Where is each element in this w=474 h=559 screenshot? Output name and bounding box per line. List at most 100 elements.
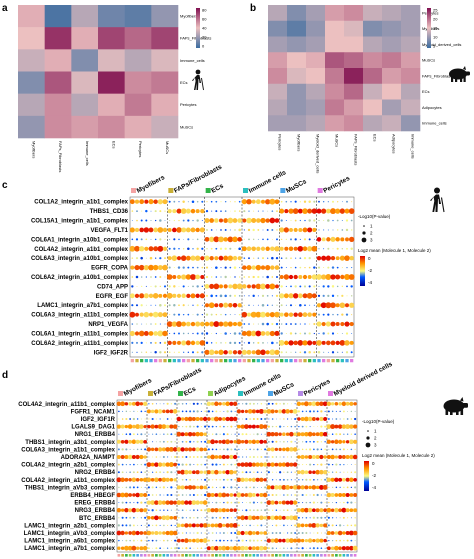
dot [265,331,271,336]
heatmap-cell [18,5,45,28]
dot [178,201,180,203]
dot [306,292,313,299]
dot [191,200,195,203]
dot [292,208,299,214]
dot [232,545,238,551]
dot [271,304,273,306]
dot [339,463,341,466]
dot [135,530,140,536]
interaction-label: COL6A2_integrin_a10b1_complex [31,275,129,281]
dot [223,539,225,542]
dot [178,219,180,222]
dot [296,508,301,513]
dot [178,532,180,534]
dot [293,246,298,251]
dot [294,524,297,527]
dot [140,256,143,260]
dot [305,440,308,443]
dot [248,478,252,482]
dot [166,547,169,549]
dot [279,403,281,405]
dot [132,424,136,429]
dot [210,508,215,513]
dot [189,478,192,481]
interaction-label: EGFR_COPA [91,266,129,272]
row-label: Immune_cells [422,121,447,126]
dot [143,455,147,459]
dot [255,311,262,318]
dot [260,311,266,318]
group-label: Myofibers [136,174,167,195]
dot [283,456,285,458]
heatmap-cell [401,83,421,100]
dot [206,508,212,513]
dot [196,351,199,354]
dot [220,276,222,278]
dot [195,447,200,452]
dot [236,409,241,414]
dot [298,425,300,428]
dot [313,219,316,222]
dot [271,276,274,278]
interaction-label: COL6A3_integrin_a10b1_complex [31,256,129,262]
dot [299,238,301,240]
dot [255,515,260,520]
dot [309,426,311,428]
dot [229,314,231,316]
dot [324,478,327,481]
cell-type-swatch [301,554,304,557]
dot [201,247,204,250]
dot [290,494,292,496]
dot [169,332,171,335]
dot [155,257,157,259]
dot [146,447,152,452]
dot [322,294,325,297]
cell-type-swatch [154,359,158,363]
dot [136,219,138,222]
dot [176,523,181,528]
dot [124,402,129,406]
dot [287,426,289,428]
dot [209,256,214,261]
dot [249,448,251,451]
heatmap-cell [151,5,179,28]
dot [309,494,311,496]
group-swatch [268,391,273,396]
dot [345,508,350,513]
dot [204,284,210,289]
dot [332,502,334,504]
dot [245,402,248,405]
dot [252,228,255,232]
dot [287,456,289,458]
dot [230,448,233,451]
dot [331,471,334,473]
dot [136,323,138,325]
dot [326,237,331,242]
dot [185,456,188,458]
dot [214,303,219,308]
dot [336,229,339,231]
dot [309,304,311,306]
dot [236,477,242,483]
dot [134,264,140,271]
dot [343,539,345,542]
dot [260,283,266,290]
dot [323,220,325,222]
dot [137,524,139,526]
dot [304,507,309,513]
dot [316,321,322,327]
dot [335,303,340,308]
dot [308,401,313,406]
dot [324,502,326,504]
dot [338,455,343,459]
dot [248,424,253,429]
dot [148,331,154,336]
dot [322,313,325,316]
dot [203,432,207,436]
dot [174,418,176,420]
dot [219,433,221,435]
dot [252,342,255,344]
dot [192,314,194,316]
dot [243,342,245,344]
dot [173,285,176,288]
